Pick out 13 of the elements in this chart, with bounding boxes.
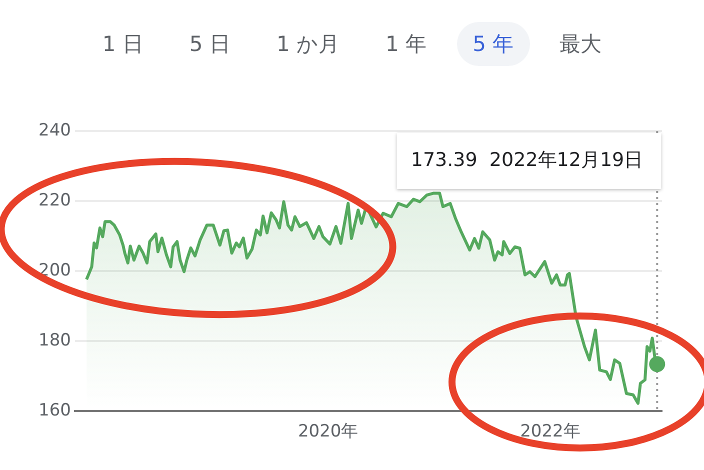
x-tick-label: 2020年 [298,422,358,442]
y-tick-label: 220 [38,190,71,210]
text: 1 か月 [275,31,341,58]
y-tick-label: 160 [38,400,71,420]
text: 5 年 [456,22,530,66]
y-tick-label: 180 [38,330,71,350]
y-tick-label: 240 [38,120,71,140]
text: 5 日 [188,31,232,58]
text: 1 日 [101,31,144,58]
text: 最大 [558,31,603,58]
text: 1 年 [384,31,428,58]
ref-line-label: 173.39 2022年12月19日 [410,148,644,171]
x-tick-label: 2022年 [520,422,580,442]
